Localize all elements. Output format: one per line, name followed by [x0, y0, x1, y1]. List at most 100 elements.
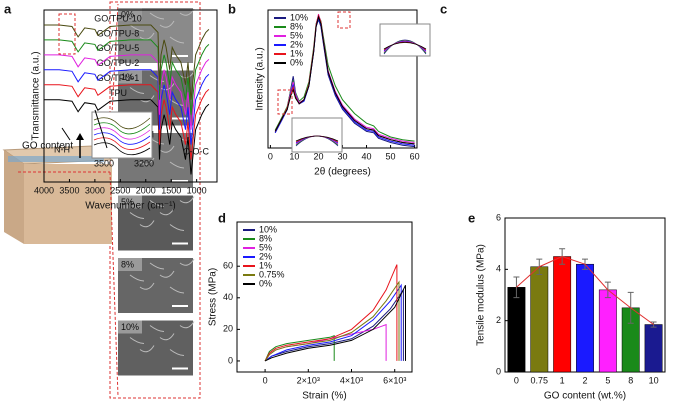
texture	[129, 337, 145, 344]
label-bg	[118, 320, 142, 334]
texture	[169, 349, 185, 356]
series-label: GO/TPU-2	[97, 58, 140, 68]
x-axis-label: GO content (wt.%)	[544, 391, 626, 402]
legend-label: 0%	[290, 57, 303, 67]
series-label: TPU	[109, 88, 127, 98]
go-layer	[8, 156, 104, 162]
slab-front	[24, 164, 112, 244]
legend-label: 2%	[259, 251, 272, 261]
label-bg	[118, 70, 142, 84]
y-axis-label: Transmittance (a.u.)	[31, 51, 42, 140]
label-bg	[118, 8, 142, 21]
legend-label: 0%	[259, 278, 272, 288]
legend-label: 8%	[290, 21, 303, 31]
zoom-frame	[109, 1, 201, 399]
series-line	[44, 99, 210, 175]
bar	[530, 266, 549, 373]
series-line	[44, 24, 210, 100]
texture	[169, 161, 185, 169]
texture	[159, 20, 175, 28]
series-line	[44, 54, 210, 130]
texture	[159, 145, 175, 153]
y-tick-label: 2	[496, 315, 501, 325]
panel-label: a	[4, 1, 12, 16]
guide	[109, 3, 119, 151]
y-tick-label: 60	[223, 261, 233, 271]
x-tick-label: 40	[362, 151, 372, 161]
x-tick-label: 6×10³	[383, 375, 406, 385]
x-tick-label: 2000	[136, 185, 156, 195]
bar	[598, 289, 617, 373]
legend-label: 5%	[290, 30, 303, 40]
inset-curve	[93, 142, 151, 156]
inset-curve	[383, 39, 427, 55]
texture	[149, 325, 165, 332]
texture	[169, 286, 185, 294]
series-line	[274, 15, 415, 145]
image-label: 1%	[121, 72, 134, 82]
texture	[139, 345, 155, 353]
x-tick-label: 3000	[85, 185, 105, 195]
arrow-head	[76, 133, 84, 140]
slab-side	[4, 150, 24, 244]
texture	[169, 224, 185, 231]
x-tick-label: 2	[582, 375, 587, 385]
bar	[644, 324, 663, 373]
texture	[149, 262, 165, 270]
series-line	[44, 84, 210, 160]
guide	[109, 171, 119, 397]
label-bg	[118, 195, 142, 209]
image-label: 10%	[121, 322, 139, 332]
x-tick-label: 4000	[34, 185, 54, 195]
x-tick-label: 3500	[59, 185, 79, 195]
x-tick-label: 8	[628, 375, 633, 385]
micrographs: 0%1%2%5%8%10%	[118, 8, 195, 376]
series-line	[264, 334, 335, 362]
image-label: 8%	[121, 259, 134, 269]
legend-label: 0.75%	[259, 269, 285, 279]
texture	[149, 12, 165, 20]
inset-tick-label: 3200	[134, 158, 154, 168]
bar	[507, 287, 526, 373]
y-axis-label: Stress (MPa)	[208, 268, 219, 326]
y-tick-label: 0	[228, 355, 233, 365]
image-label: 5%	[121, 197, 134, 207]
series-line	[264, 280, 400, 362]
image-label: 0%	[121, 9, 134, 19]
inset-curve	[93, 117, 151, 130]
series-label: GO/TPU-5	[97, 43, 140, 53]
x-tick-label: 2×10³	[297, 375, 320, 385]
texture	[179, 196, 195, 204]
texture	[139, 157, 155, 165]
series-line	[264, 283, 402, 362]
texture	[179, 321, 195, 329]
y-tick-label: 4	[496, 264, 501, 274]
inset-curve	[93, 127, 151, 140]
texture	[139, 95, 155, 103]
y-tick-label: 0	[496, 366, 501, 376]
series-line	[264, 264, 398, 362]
annotation: N-H	[54, 144, 70, 154]
legend-label: 1%	[259, 260, 272, 270]
texture	[159, 333, 175, 341]
inset-curve	[383, 42, 427, 50]
legend-label: 5%	[259, 242, 272, 252]
x-tick-label: 4×10³	[340, 375, 363, 385]
x-axis-label: Wavenumber (cm⁻¹)	[85, 201, 175, 212]
panel-label: e	[468, 210, 475, 225]
legend-label: 1%	[290, 48, 303, 58]
texture	[129, 24, 145, 32]
trend-line	[516, 256, 654, 325]
x-tick-label: 20	[313, 151, 323, 161]
texture	[139, 32, 155, 40]
pointer	[61, 127, 71, 141]
inset-curve	[383, 41, 427, 51]
panel-label: d	[218, 210, 226, 225]
x-tick-label: 30	[337, 151, 347, 161]
texture	[139, 282, 155, 290]
legend-label: 10%	[290, 12, 308, 22]
texture	[179, 258, 195, 266]
inset-tick-label: 3500	[94, 158, 114, 168]
inset-curve	[383, 40, 427, 53]
x-tick-label: 1	[560, 375, 565, 385]
